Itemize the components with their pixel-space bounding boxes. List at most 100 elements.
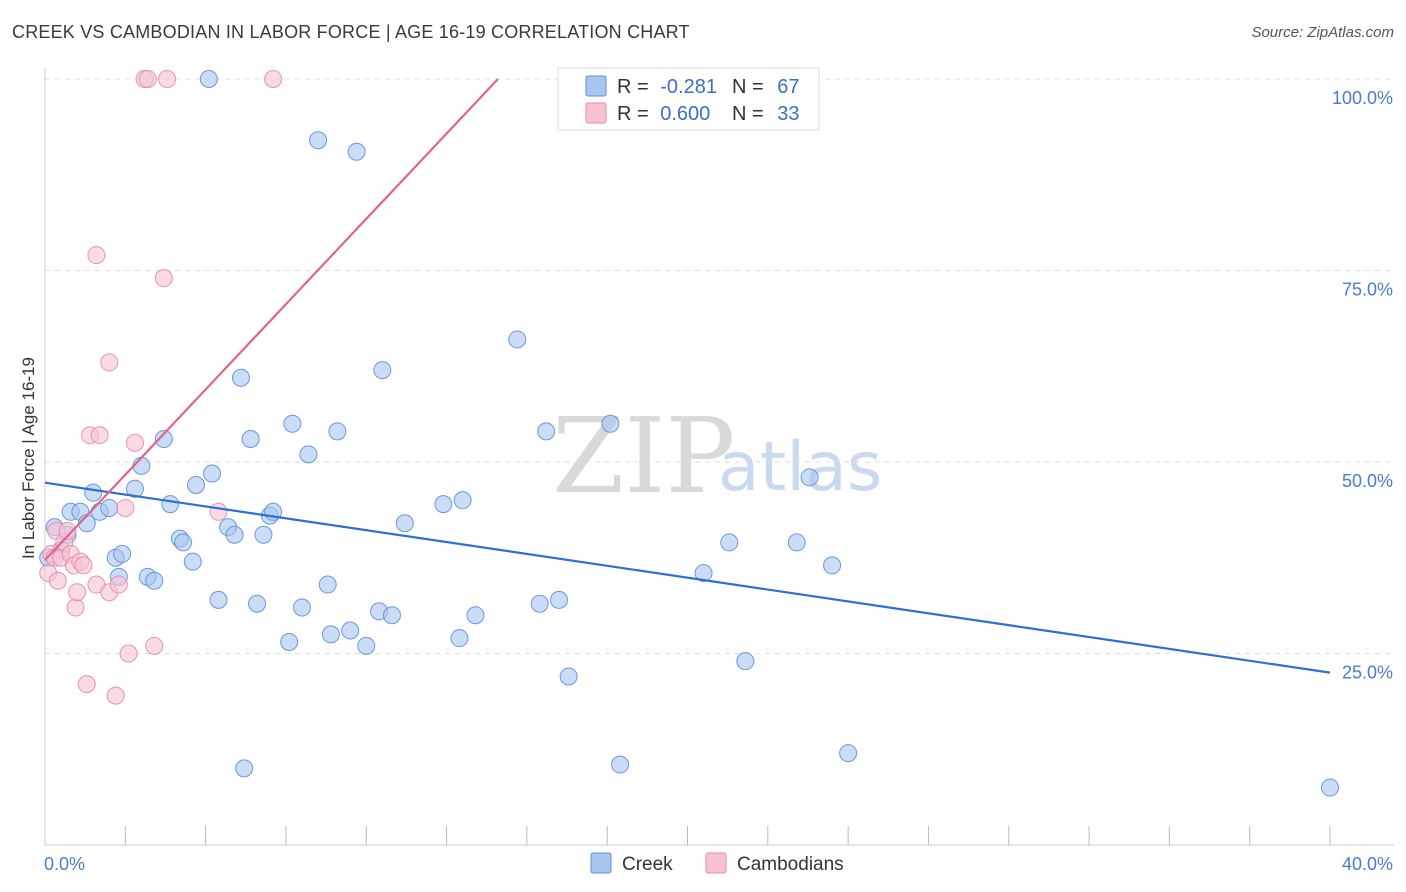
- creek-point: [787, 533, 806, 552]
- creek-point: [318, 575, 337, 594]
- creek-point: [450, 629, 469, 648]
- creek-point: [225, 525, 244, 544]
- cambodian-point: [109, 575, 128, 594]
- bottom-legend-creek: Creek: [622, 854, 673, 875]
- legend-cambodian-row: R = 0.600 N = 33: [617, 103, 800, 125]
- creek-point: [347, 142, 366, 161]
- creek-point: [453, 491, 472, 510]
- creek-point: [100, 498, 119, 517]
- creek-point: [231, 368, 250, 387]
- creek-point: [241, 430, 260, 449]
- cambodian-point: [264, 70, 283, 88]
- creek-point: [248, 594, 267, 613]
- y-axis-title: In Labor Force | Age 16-19: [19, 357, 38, 559]
- creek-point: [328, 422, 347, 441]
- creek-point: [839, 744, 858, 763]
- cambodian-point: [119, 644, 138, 663]
- creek-point: [183, 552, 202, 571]
- creek-point: [84, 483, 103, 502]
- creek-point: [1321, 778, 1339, 797]
- cambodian-points: [39, 70, 283, 705]
- legend-creek-n-value: 67: [777, 76, 799, 98]
- creek-point: [299, 445, 318, 464]
- cambodian-point: [158, 70, 177, 88]
- creek-point: [601, 414, 620, 433]
- creek-point: [823, 556, 842, 575]
- legend-cambodian-r-label: R =: [617, 103, 649, 125]
- cambodian-trend-line: [44, 78, 499, 561]
- cambodian-point: [145, 636, 164, 655]
- creek-point: [357, 636, 376, 655]
- creek-trend-line: [44, 481, 1331, 674]
- creek-point: [434, 495, 453, 514]
- creek-point: [382, 606, 401, 625]
- bottom-legend-swatch-cambodian: [705, 852, 727, 874]
- cambodian-point: [87, 246, 106, 265]
- legend-cambodian-n-value: 33: [777, 103, 799, 125]
- creek-point: [145, 571, 164, 590]
- cambodian-point: [68, 583, 87, 602]
- series-legend: Creek Cambodians: [590, 852, 844, 875]
- cambodian-point: [138, 70, 157, 88]
- cambodian-point: [90, 426, 109, 445]
- x-tick-label: 0.0%: [44, 854, 85, 874]
- creek-point: [466, 606, 485, 625]
- creek-point: [209, 590, 228, 609]
- creek-point: [611, 755, 630, 774]
- chart-title: CREEK VS CAMBODIAN IN LABOR FORCE | AGE …: [12, 22, 690, 42]
- creek-point: [113, 544, 132, 563]
- creek-point: [321, 625, 340, 644]
- grid: [45, 78, 1394, 654]
- creek-point: [550, 590, 568, 609]
- cambodian-point: [66, 598, 85, 617]
- creek-point: [235, 759, 254, 778]
- creek-points: [39, 70, 1339, 797]
- cambodian-point: [48, 571, 67, 590]
- y-tick-labels: 25.0% 50.0% 75.0% 100.0%: [1332, 88, 1393, 683]
- source-credit: Source: ZipAtlas.com: [1251, 24, 1394, 41]
- creek-point: [283, 414, 302, 433]
- cambodian-point: [209, 502, 228, 521]
- creek-point: [199, 70, 218, 88]
- creek-point: [720, 533, 739, 552]
- cambodian-point: [58, 521, 77, 540]
- creek-point: [203, 464, 222, 483]
- x-tick-label: 40.0%: [1342, 854, 1393, 874]
- legend-cambodian-n-label: N =: [732, 103, 764, 125]
- creek-point: [736, 652, 755, 671]
- creek-point: [309, 131, 328, 150]
- legend-creek-r-value: -0.281: [660, 76, 717, 98]
- creek-point: [293, 598, 311, 617]
- creek-point: [530, 594, 549, 613]
- stats-legend: R = -0.281 N = 67 R = 0.600 N = 33: [557, 67, 820, 131]
- cambodian-point: [77, 675, 96, 694]
- x-ticks: [124, 826, 1331, 845]
- cambodian-point: [100, 353, 119, 372]
- creek-point: [373, 361, 392, 380]
- watermark-zip: ZIP: [552, 395, 735, 517]
- creek-point: [174, 533, 193, 552]
- creek-point: [537, 422, 556, 441]
- creek-point: [694, 564, 713, 583]
- y-tick-label: 75.0%: [1342, 280, 1393, 300]
- bottom-legend-swatch-creek: [590, 852, 612, 874]
- legend-creek-row: R = -0.281 N = 67: [617, 76, 800, 98]
- creek-point: [280, 633, 299, 652]
- creek-point: [154, 430, 173, 449]
- legend-creek-r-label: R =: [617, 76, 649, 98]
- x-tick-labels: 0.0% 40.0%: [44, 854, 1393, 874]
- creek-point: [186, 475, 205, 494]
- legend-swatch-cambodian: [585, 102, 607, 124]
- cambodian-point: [106, 686, 125, 705]
- creek-point: [395, 514, 414, 533]
- legend-creek-n-label: N =: [732, 76, 764, 98]
- legend-cambodian-r-value: 0.600: [660, 103, 710, 125]
- y-tick-label: 100.0%: [1332, 88, 1393, 108]
- creek-point: [161, 495, 180, 514]
- creek-point: [341, 621, 360, 640]
- cambodian-point: [116, 498, 135, 517]
- creek-point: [559, 667, 578, 686]
- creek-point: [125, 479, 144, 498]
- legend-swatch-creek: [585, 75, 607, 97]
